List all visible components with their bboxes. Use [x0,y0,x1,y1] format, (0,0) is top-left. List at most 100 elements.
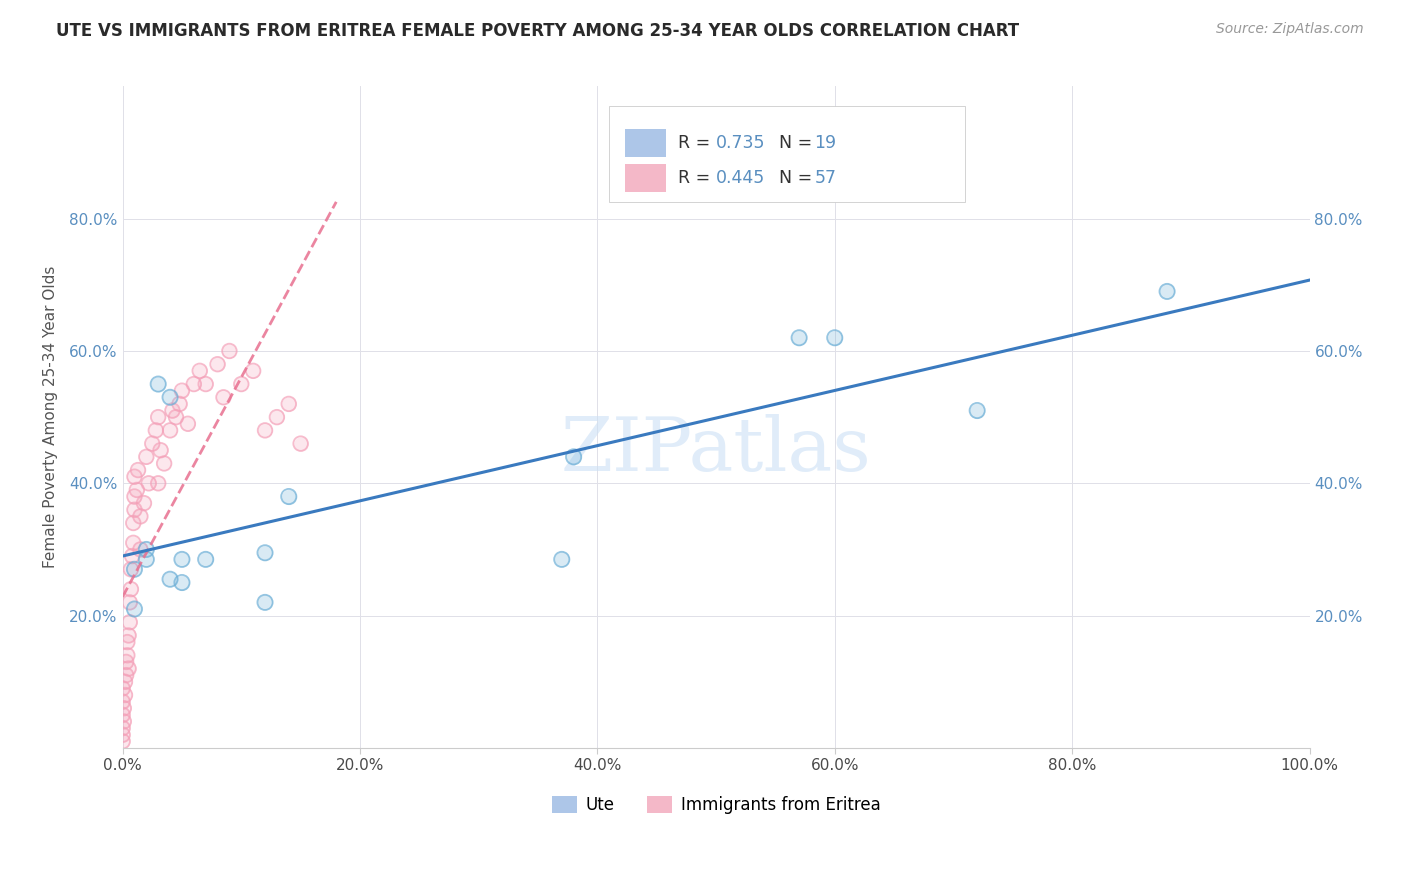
Point [218,343,240,358]
Point [115,668,138,682]
Point [253,423,276,437]
Point [177,417,200,431]
Point [138,476,160,491]
Point [1156,285,1178,299]
Point [148,410,170,425]
Point [242,364,264,378]
Point [207,357,229,371]
Text: Source: ZipAtlas.com: Source: ZipAtlas.com [1216,22,1364,37]
Legend: Ute, Immigrants from Eritrea: Ute, Immigrants from Eritrea [546,789,887,821]
Point [188,364,211,378]
Point [218,343,240,358]
Point [117,648,139,663]
Point [787,331,810,345]
Point [135,542,157,557]
Point [141,436,163,450]
Point [277,397,299,411]
Point [117,628,139,642]
Text: 19: 19 [814,135,837,153]
Point [194,552,217,566]
Point [132,496,155,510]
Point [135,542,157,557]
Point [111,721,134,735]
Point [824,331,846,345]
Point [112,714,135,729]
FancyBboxPatch shape [609,106,966,202]
Point [170,552,193,566]
Point [111,728,134,742]
Point [115,668,138,682]
Point [231,377,253,392]
Point [129,542,152,557]
Point [165,410,187,425]
Point [111,681,134,696]
Point [135,552,157,566]
Point [118,595,141,609]
Point [551,552,574,566]
Point [277,490,299,504]
Point [117,628,139,642]
Point [277,490,299,504]
Point [212,390,235,404]
Text: R =: R = [678,135,716,153]
Point [124,490,146,504]
Point [117,661,139,675]
Point [117,635,139,649]
Point [194,377,217,392]
Point [117,661,139,675]
Point [129,509,152,524]
Point [111,734,134,748]
Point [117,648,139,663]
Point [266,410,288,425]
Text: 57: 57 [814,169,837,187]
Point [111,721,134,735]
Point [129,542,152,557]
Point [170,384,193,398]
Point [124,490,146,504]
Text: N =: N = [779,169,818,187]
Point [165,410,187,425]
Point [562,450,585,464]
Point [277,397,299,411]
Point [177,417,200,431]
Point [290,436,312,450]
Point [121,549,143,563]
Point [824,331,846,345]
Point [120,582,142,596]
Point [121,549,143,563]
Point [115,655,138,669]
Point [966,403,988,417]
Point [122,536,145,550]
Point [122,516,145,530]
Point [124,602,146,616]
Point [159,390,181,404]
Point [159,572,181,586]
Point [127,463,149,477]
Point [231,377,253,392]
Point [162,403,184,417]
Point [787,331,810,345]
Point [114,674,136,689]
Point [290,436,312,450]
Point [149,443,172,458]
Point [562,450,585,464]
Text: 0.445: 0.445 [716,169,765,187]
Point [159,390,181,404]
Point [207,357,229,371]
Point [141,436,163,450]
Text: 0.735: 0.735 [716,135,765,153]
Point [120,582,142,596]
Point [159,423,181,437]
Point [111,695,134,709]
Point [551,552,574,566]
Point [1156,285,1178,299]
Point [253,546,276,560]
Point [122,516,145,530]
Point [145,423,167,437]
Point [118,615,141,630]
Point [114,688,136,702]
Point [170,575,193,590]
Point [183,377,205,392]
Point [111,707,134,722]
Point [194,552,217,566]
